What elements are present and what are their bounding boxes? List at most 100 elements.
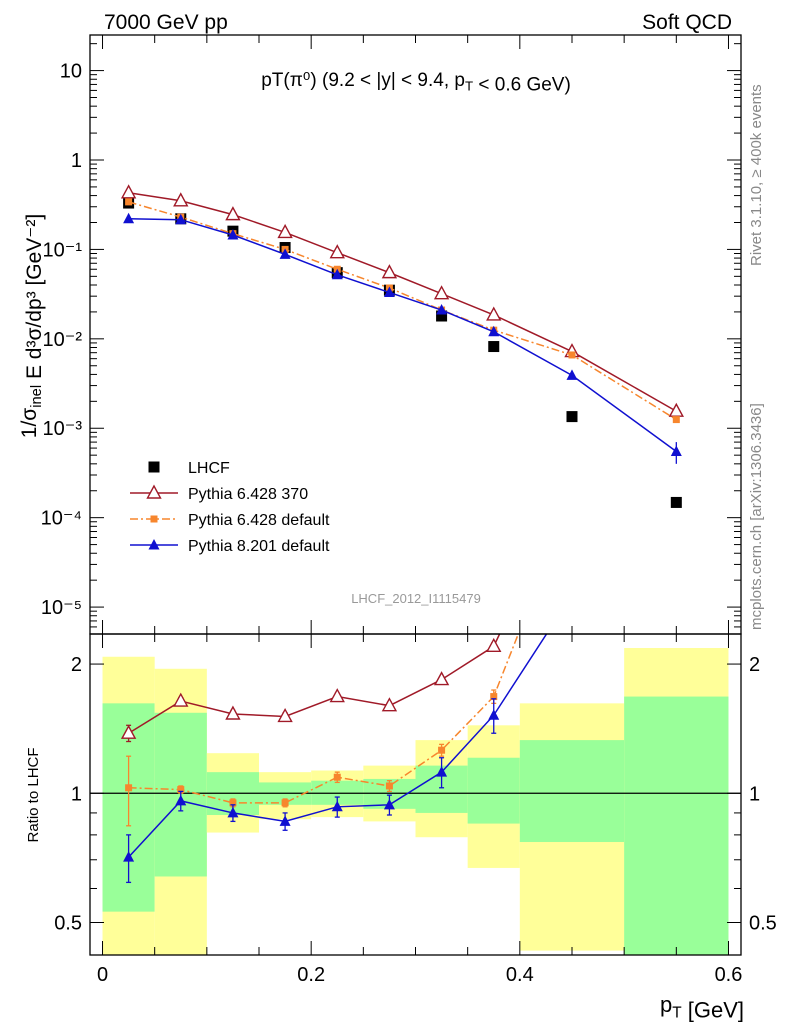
series-point (672, 416, 680, 424)
ratio-point (670, 348, 683, 360)
series-point (331, 268, 343, 280)
ratio-point (277, 707, 293, 723)
ratio-point (177, 786, 185, 794)
ratio-uncertainty-bands (90, 647, 741, 955)
series-point (566, 369, 578, 380)
ratio-point (329, 688, 345, 703)
x-tick-label: 0.6 (715, 964, 743, 986)
ratio-point (123, 851, 135, 862)
band-green (519, 740, 625, 843)
series-point (277, 223, 293, 239)
legend-marker (150, 515, 158, 523)
series-point (279, 248, 291, 259)
series-point (668, 402, 684, 417)
legend-marker (148, 539, 160, 550)
ratio-point (331, 800, 343, 812)
y-tick-label: 10 (60, 61, 82, 83)
series-point (329, 244, 345, 259)
ratio-point (281, 799, 289, 807)
y-tick-label: 10⁻² (43, 329, 83, 351)
data-point-lhcf (488, 341, 500, 353)
chart-title: pT(π⁰) (9.2 < |y| < 9.4, pT < 0.6 GeV) (261, 70, 571, 96)
ratio-point (566, 589, 577, 600)
series-point (670, 445, 682, 456)
ratio-tick-label-left: 0.5 (54, 912, 82, 934)
data-point-lhcf (566, 411, 578, 423)
svg-text:1/σinel E d³σ/dp³ [GeV⁻²]: 1/σinel E d³σ/dp³ [GeV⁻²] (18, 214, 46, 438)
legend-marker (146, 484, 162, 499)
x-tick-label: 0 (97, 964, 108, 986)
ratio-point (229, 799, 237, 807)
ratio-line (128, 634, 501, 734)
ratio-tick-label-right: 1 (749, 783, 760, 805)
ratio-point (433, 671, 450, 686)
series-point (486, 306, 502, 321)
ratio-tick-label-left: 1 (71, 783, 82, 805)
y-axis-label: 1/σinel E d³σ/dp³ [GeV⁻²] (18, 214, 46, 438)
ratio-point (225, 705, 241, 720)
series-point (383, 286, 395, 297)
ratio-tick-label-left: 2 (71, 654, 82, 676)
x-tick-label: 0.4 (506, 964, 534, 986)
ratio-plot (120, 348, 683, 884)
data-point-lhcf (670, 496, 682, 508)
legend-label: Pythia 6.428 default (188, 512, 330, 529)
series-point (433, 285, 450, 300)
ratio-point (568, 494, 575, 501)
legend-marker (148, 461, 160, 473)
series-point (568, 351, 576, 359)
ratio-point (175, 794, 187, 806)
analysis-id: LHCF_2012_I1115479 (351, 591, 481, 606)
ratio-point (565, 475, 578, 487)
series-point (173, 192, 189, 207)
series-point (225, 206, 241, 221)
ratio-point (381, 697, 398, 712)
ratio-line (128, 634, 548, 858)
legend-label: Pythia 6.428 370 (188, 486, 308, 503)
ratio-point (490, 693, 498, 701)
header-right: Soft QCD (642, 11, 732, 34)
axes: 0 0.2 0.4 0.6 10 1 10⁻¹ 10⁻² 10⁻³ 10⁻⁴ 10⁻⁵ 0.5 0.5 1… (41, 34, 777, 986)
band-green (624, 696, 729, 955)
ratio-tick-label-right: 2 (749, 654, 760, 676)
ratio-point (173, 692, 189, 707)
ratio-point (227, 806, 239, 818)
legend: LHCF Pythia 6.428 370 Pythia 6.428 default… (130, 460, 330, 555)
ratio-point (438, 746, 446, 754)
ratio-point (279, 815, 291, 826)
rivet-label: Rivet 3.1.10, ≥ 400k events (748, 84, 765, 266)
ratio-point (383, 798, 395, 810)
series-point (381, 264, 398, 279)
x-axis-label: pT [GeV] (660, 992, 744, 1022)
ratio-point (333, 773, 341, 781)
mcplots-label: mcplots.cern.ch [arXiv:1306.3436] (748, 403, 765, 630)
series-line (128, 218, 677, 453)
series-point (123, 212, 135, 224)
series-point (227, 228, 239, 240)
band-green (467, 757, 520, 824)
series-point (125, 198, 133, 206)
ratio-line (128, 634, 520, 804)
legend-label: LHCF (188, 460, 230, 477)
series-point (175, 213, 187, 225)
data-point-lhcf (436, 310, 448, 322)
ratio-point (120, 724, 137, 739)
y-tick-label: 1 (71, 150, 82, 172)
ratio-point (125, 784, 133, 792)
ratio-y-axis-label: Ratio to LHCF (25, 747, 42, 842)
main-plot (120, 184, 684, 508)
ratio-point (488, 709, 500, 720)
series-line (128, 192, 677, 412)
series-point (488, 325, 500, 337)
y-tick-label: 10⁻³ (43, 418, 83, 440)
ratio-point (486, 637, 502, 652)
ratio-point (673, 393, 680, 400)
ratio-point (671, 543, 682, 554)
ratio-point (436, 766, 448, 777)
y-tick-label: 10⁻¹ (43, 239, 83, 261)
ratio-tick-label-right: 0.5 (749, 912, 777, 934)
y-tick-label: 10⁻⁴ (41, 508, 82, 530)
series-line (128, 201, 677, 421)
series-point (436, 304, 448, 315)
